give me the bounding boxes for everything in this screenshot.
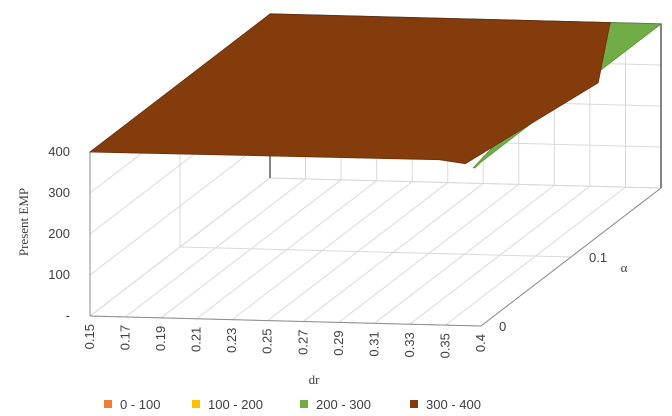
surface-band-300-400 [88,13,611,165]
depth-tick-label: 0 [499,319,506,334]
x-axis-title: dr [309,372,321,387]
floor-gridline-depth [179,246,572,258]
x-tick-label: 0.4 [473,334,488,352]
x-tick-label: 0.29 [331,330,346,355]
legend-swatch [410,400,418,408]
z-tick-label: 200 [48,226,70,241]
depth-tick-label: 0.1 [589,250,607,265]
x-tick-label: 0.19 [153,326,168,351]
legend: 0 - 100 100 - 200 200 - 300 300 - 400 [104,397,481,412]
x-tick-label: 0.33 [402,332,417,357]
x-tick-label: 0.27 [295,330,310,355]
legend-swatch [104,400,112,408]
front-frame [89,152,662,327]
surface-plot [88,13,663,169]
z-tick-label: 100 [48,267,70,282]
y-axis-title: Present EMP [16,188,31,256]
x-tick-label: 0.25 [260,329,275,354]
tick-labels: - 100 200 300 400 0.15 0.17 0.19 0.21 0.23 0.25 0.2… [48,144,607,358]
legend-swatch [300,400,308,408]
z-tick-label: 300 [48,185,70,200]
depth-axis-title: α [621,260,628,275]
x-tick-label: 0.23 [224,328,239,353]
legend-label: 200 - 300 [316,397,371,412]
value-gridline [89,177,662,317]
z-tick-label: - [66,308,70,323]
z-tick-label: 400 [48,144,70,159]
legend-label: 0 - 100 [120,397,160,412]
x-tick-label: 0.35 [438,333,453,358]
x-tick-label: 0.17 [118,325,133,350]
x-tick-label: 0.31 [366,331,381,356]
x-tick-label: 0.15 [82,324,97,349]
legend-label: 300 - 400 [426,397,481,412]
legend-label: 100 - 200 [208,397,263,412]
x-tick-label: 0.21 [189,327,204,352]
legend-swatch [192,400,200,408]
